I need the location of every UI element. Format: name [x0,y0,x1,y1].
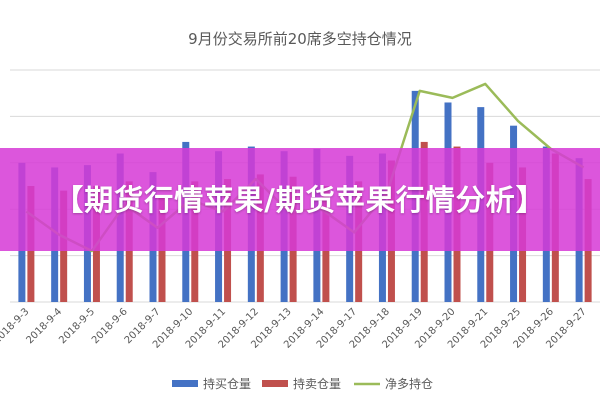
legend-label-long: 持买仓量 [203,376,251,391]
legend-swatch-long [172,380,198,387]
x-axis-tick-labels: 2018-9-32018-9-42018-9-52018-9-62018-9-7… [0,306,589,350]
legend-swatch-short [262,380,288,387]
legend-label-net: 净多持仓 [385,376,433,391]
chart-title: 9月份交易所前20席多空持仓情况 [188,30,412,48]
chart-legend: 持买仓量 持卖仓量 净多持仓 [172,376,433,391]
headline-text[interactable]: 【期货行情苹果/期货苹果行情分析】 [54,182,546,217]
legend-label-short: 持卖仓量 [293,376,341,391]
headline-banner: 【期货行情苹果/期货苹果行情分析】 [0,148,600,251]
